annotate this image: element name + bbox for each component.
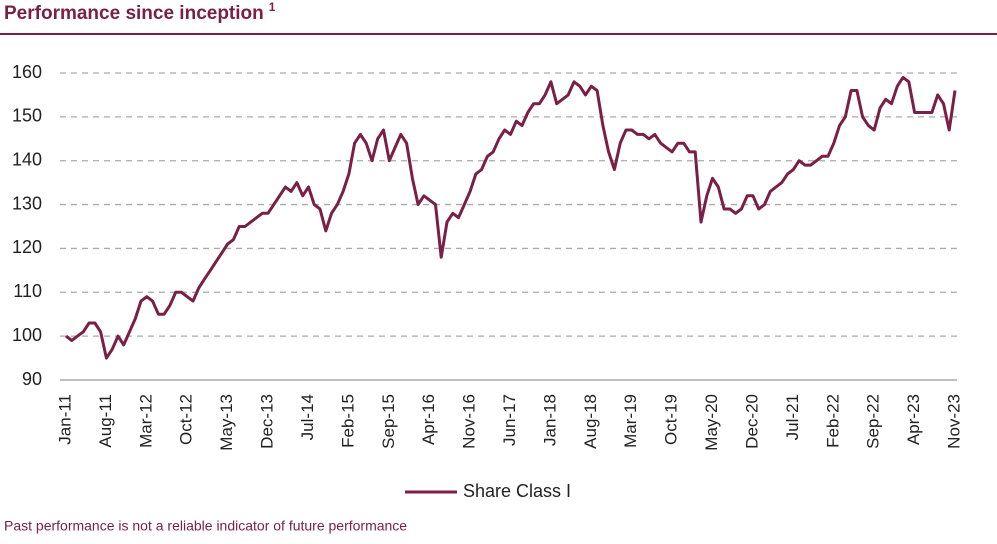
x-tick-label: May-13 bbox=[217, 394, 236, 451]
legend-label: Share Class I bbox=[463, 481, 571, 501]
x-tick-label: Dec-13 bbox=[258, 394, 277, 449]
y-tick-label: 100 bbox=[12, 325, 42, 345]
x-tick-label: Jan-18 bbox=[540, 394, 559, 446]
x-tick-label: Oct-12 bbox=[177, 394, 196, 445]
y-tick-label: 160 bbox=[12, 62, 42, 82]
title-note: 1 bbox=[269, 0, 276, 14]
x-tick-label: Mar-12 bbox=[136, 394, 155, 448]
x-tick-label: Apr-16 bbox=[419, 394, 438, 445]
x-tick-label: Aug-18 bbox=[581, 394, 600, 449]
x-tick-label: Dec-20 bbox=[742, 394, 761, 449]
x-tick-label: Nov-16 bbox=[460, 394, 479, 449]
x-tick-label: Oct-19 bbox=[662, 394, 681, 445]
y-tick-label: 90 bbox=[22, 369, 42, 389]
y-tick-label: 140 bbox=[12, 149, 42, 169]
y-tick-label: 120 bbox=[12, 237, 42, 257]
x-tick-label: May-20 bbox=[702, 394, 721, 451]
x-tick-label: Sep-15 bbox=[379, 394, 398, 449]
x-tick-label: Apr-23 bbox=[904, 394, 923, 445]
x-tick-label: Nov-23 bbox=[944, 394, 963, 449]
series-line bbox=[65, 75, 957, 360]
title-text: Performance since inception bbox=[4, 3, 264, 24]
x-tick-label: Jun-17 bbox=[500, 394, 519, 446]
x-tick-label: Mar-19 bbox=[621, 394, 640, 448]
x-tick-label: Feb-22 bbox=[823, 394, 842, 448]
x-tick-label: Feb-15 bbox=[338, 394, 357, 448]
x-tick-label: Jul-21 bbox=[783, 394, 802, 440]
x-tick-label: Sep-22 bbox=[864, 394, 883, 449]
x-tick-label: Jul-14 bbox=[298, 394, 317, 440]
chart-title: Performance since inception 1 bbox=[4, 0, 276, 24]
y-tick-label: 110 bbox=[13, 281, 42, 301]
y-tick-label: 150 bbox=[12, 106, 42, 126]
y-tick-label: 130 bbox=[12, 193, 42, 213]
x-tick-label: Aug-11 bbox=[96, 394, 115, 448]
footnote: Past performance is not a reliable indic… bbox=[4, 518, 407, 534]
x-tick-label: Jan-11 bbox=[55, 394, 74, 445]
